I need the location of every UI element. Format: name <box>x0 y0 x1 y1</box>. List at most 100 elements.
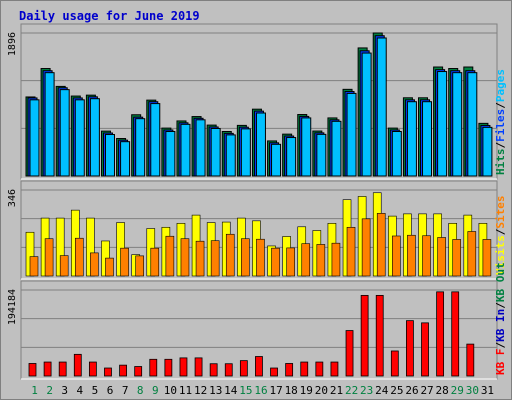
x-tick-day-17: 17 <box>269 384 282 397</box>
bar-sites-day-21 <box>331 242 341 277</box>
bar-sites-day-3 <box>59 255 69 277</box>
bar-kbf-day-29 <box>451 291 460 377</box>
bar-kbf-day-2 <box>43 361 52 377</box>
bar-pages-day-2 <box>44 72 55 177</box>
bar-pages-day-14 <box>225 134 236 177</box>
legend-top-part-2: Files <box>494 109 507 142</box>
bar-kbf-day-25 <box>390 350 399 377</box>
x-tick-day-31: 31 <box>481 384 494 397</box>
bar-sites-day-18 <box>286 247 295 277</box>
x-tick-day-15: 15 <box>239 384 252 397</box>
bar-sites-day-9 <box>150 247 160 277</box>
bar-kbf-day-4 <box>73 353 82 377</box>
bar-kbf-day-6 <box>104 367 112 377</box>
x-tick-day-7: 7 <box>122 384 129 397</box>
x-tick-day-3: 3 <box>61 384 68 397</box>
bar-pages-day-15 <box>240 128 251 177</box>
bar-kbf-day-28 <box>436 291 445 377</box>
bar-kbf-day-12 <box>194 357 203 377</box>
legend-middle: Visits/Sites <box>494 196 507 276</box>
bar-sites-day-30 <box>467 231 477 277</box>
bar-kbf-day-8 <box>134 366 143 377</box>
bar-kbf-day-13 <box>209 363 218 377</box>
legend-top-part-0: Hits <box>494 149 507 176</box>
bar-sites-day-25 <box>392 235 401 277</box>
bar-kbf-day-22 <box>345 330 354 377</box>
x-tick-day-21: 21 <box>330 384 343 397</box>
bar-kbf-day-27 <box>421 322 429 377</box>
x-tick-day-5: 5 <box>92 384 99 397</box>
x-tick-day-23: 23 <box>360 384 373 397</box>
bar-sites-day-6 <box>105 257 114 277</box>
x-tick-day-25: 25 <box>390 384 403 397</box>
legend-middle-part-0: Visits <box>494 235 507 275</box>
bar-sites-day-1 <box>29 256 39 277</box>
bar-sites-day-7 <box>120 247 129 277</box>
bar-kbf-day-23 <box>360 294 369 377</box>
bar-pages-day-13 <box>210 127 221 177</box>
bar-kbf-day-5 <box>88 361 97 377</box>
bar-kbf-day-15 <box>239 360 248 377</box>
bar-sites-day-4 <box>74 237 84 277</box>
bar-sites-day-19 <box>301 243 311 277</box>
bar-pages-day-20 <box>316 133 327 177</box>
bar-pages-day-30 <box>467 72 478 177</box>
bar-sites-day-5 <box>90 252 99 277</box>
bar-kbf-day-19 <box>300 361 309 377</box>
x-tick-day-24: 24 <box>375 384 389 397</box>
x-tick-day-14: 14 <box>224 384 238 397</box>
x-tick-day-22: 22 <box>345 384 358 397</box>
legend-top: Hits/Files/Pages <box>494 69 507 175</box>
bar-pages-day-24 <box>376 37 387 177</box>
bar-pages-day-25 <box>391 131 402 177</box>
legend-top-part-4: Pages <box>494 69 507 102</box>
bar-kbf-day-30 <box>466 343 475 377</box>
bar-kbf-day-10 <box>164 358 173 377</box>
bar-sites-day-20 <box>316 244 326 277</box>
x-tick-day-10: 10 <box>164 384 177 397</box>
x-tick-day-16: 16 <box>254 384 267 397</box>
bar-sites-day-2 <box>44 238 54 277</box>
bar-kbf-day-26 <box>406 320 414 377</box>
bar-pages-day-26 <box>406 101 417 177</box>
bar-kbf-day-1 <box>28 363 37 377</box>
bar-pages-day-17 <box>271 143 282 177</box>
x-tick-day-27: 27 <box>420 384 433 397</box>
bar-sites-day-22 <box>346 226 356 277</box>
x-tick-day-18: 18 <box>285 384 298 397</box>
bar-kbf-day-20 <box>315 361 324 377</box>
bar-kbf-day-14 <box>224 363 233 377</box>
x-tick-day-6: 6 <box>107 384 114 397</box>
bar-kbf-day-17 <box>270 367 278 377</box>
bar-pages-day-3 <box>59 89 70 177</box>
bar-sites-day-27 <box>422 235 431 277</box>
bar-sites-day-10 <box>165 235 175 277</box>
bar-pages-day-12 <box>195 119 206 177</box>
bar-pages-day-7 <box>120 141 131 177</box>
bar-kbf-day-16 <box>255 356 263 377</box>
bar-pages-day-6 <box>104 134 115 177</box>
bar-pages-day-21 <box>331 120 342 177</box>
bar-sites-day-13 <box>210 240 220 277</box>
ymax-label-bottom: 194184 <box>7 289 18 325</box>
x-tick-day-26: 26 <box>405 384 418 397</box>
bar-pages-day-16 <box>255 112 266 177</box>
legend-top-part-1: / <box>494 142 507 149</box>
x-tick-day-30: 30 <box>466 384 479 397</box>
bar-pages-day-23 <box>361 52 372 177</box>
bar-pages-day-4 <box>74 99 85 177</box>
bar-pages-day-31 <box>482 126 493 177</box>
x-tick-day-29: 29 <box>451 384 464 397</box>
bar-pages-day-9 <box>150 103 161 177</box>
bar-pages-day-11 <box>180 123 191 177</box>
bar-pages-day-8 <box>135 118 146 177</box>
x-tick-day-4: 4 <box>77 384 84 397</box>
bar-sites-day-11 <box>180 238 190 277</box>
x-tick-day-20: 20 <box>315 384 328 397</box>
bar-pages-day-10 <box>165 131 176 177</box>
bar-pages-day-19 <box>301 117 312 177</box>
x-tick-day-28: 28 <box>436 384 449 397</box>
legend-bottom-part-3: / <box>494 302 507 309</box>
